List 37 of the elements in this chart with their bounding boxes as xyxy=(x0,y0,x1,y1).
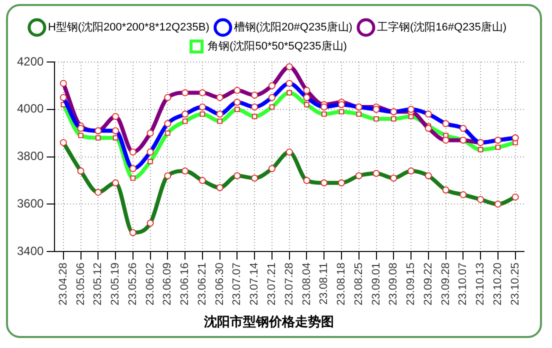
x-tick-label: 23.09.01 xyxy=(370,262,382,306)
x-tick-label: 23.06.21 xyxy=(196,262,208,306)
legend-label: 工字钢(沈阳16#Q235唐山) xyxy=(376,20,507,34)
legend-label: H型钢(沈阳200*200*8*12Q235B) xyxy=(48,20,210,34)
x-tick-label: 23.08.18 xyxy=(336,262,348,306)
x-tick-label: 23.09.15 xyxy=(405,262,418,306)
x-tick-label: 23.08.04 xyxy=(300,262,313,306)
x-tick-label: 23.10.25 xyxy=(509,262,522,306)
y-tick-label: 3400 xyxy=(16,244,44,258)
legend-label: 槽钢(沈阳20#Q235唐山) xyxy=(234,20,352,34)
x-tick-label: 23.10.13 xyxy=(474,262,487,306)
x-tick-label: 23.06.30 xyxy=(214,262,226,306)
x-tick-label: 23.05.19 xyxy=(110,262,122,306)
x-tick-label: 23.08.11 xyxy=(318,262,330,305)
x-tick-label: 23.05.26 xyxy=(126,262,139,306)
text: 沈阳市型钢价格走势图 xyxy=(203,314,334,329)
y-tick-label: 4000 xyxy=(16,102,44,116)
x-tick-label: 23.09.22 xyxy=(422,262,434,306)
x-tick-label: 23.04.28 xyxy=(57,262,70,306)
x-tick-label: 23.07.28 xyxy=(283,262,296,306)
x-tick-label: 23.09.28 xyxy=(440,262,452,306)
x-tick-label: 23.06.16 xyxy=(179,262,192,306)
x-tick-label: 23.05.06 xyxy=(74,262,87,306)
legend-label: 角钢(沈阳50*50*5Q235唐山) xyxy=(208,40,347,53)
x-tick-label: 23.09.08 xyxy=(388,262,400,306)
y-tick-label: 3800 xyxy=(16,149,44,164)
x-tick-label: 23.06.09 xyxy=(162,262,174,306)
y-tick-label: 3600 xyxy=(16,196,44,210)
x-tick-label: 23.05.12 xyxy=(92,262,104,306)
x-tick-label: 23.08.25 xyxy=(352,262,365,306)
x-tick-label: 23.07.14 xyxy=(248,262,261,306)
x-tick-label: 23.10.07 xyxy=(457,262,470,306)
x-tick-label: 23.07.21 xyxy=(266,262,278,306)
x-tick-label: 23.07.07 xyxy=(231,262,244,306)
y-tick-label: 4200 xyxy=(16,54,44,68)
x-tick-label: 23.10.20 xyxy=(492,262,504,306)
x-tick-label: 23.06.02 xyxy=(144,262,156,306)
